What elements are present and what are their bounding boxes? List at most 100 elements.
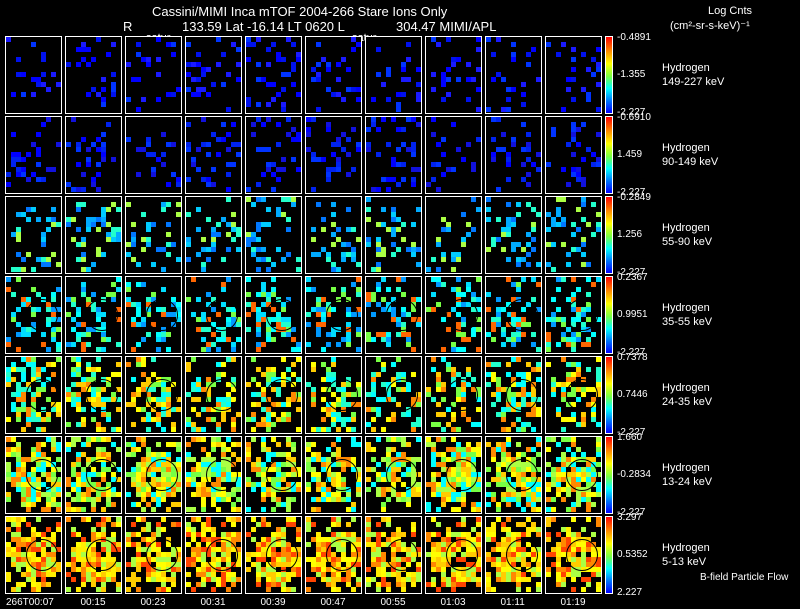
- pixel: [586, 67, 591, 72]
- pixel: [306, 312, 311, 317]
- pixel: [436, 142, 441, 147]
- pixel: [146, 137, 151, 142]
- pixel: [411, 182, 416, 187]
- pixel: [66, 387, 71, 392]
- pixel: [11, 522, 16, 527]
- saturn-outline: [506, 459, 538, 491]
- pixel: [571, 152, 576, 157]
- pixel: [71, 532, 76, 537]
- pixel: [296, 552, 301, 557]
- pixel: [231, 422, 236, 427]
- pixel: [326, 412, 331, 417]
- pixel: [491, 392, 496, 397]
- pixel: [151, 572, 156, 577]
- pixel: [186, 257, 191, 262]
- pixel: [31, 362, 36, 367]
- pixel: [56, 562, 61, 567]
- pixel: [296, 557, 301, 562]
- pixel: [446, 327, 451, 332]
- pixel: [546, 447, 551, 452]
- pixel: [431, 577, 436, 582]
- pixel: [266, 537, 271, 542]
- pixel: [346, 532, 351, 537]
- pixel: [431, 557, 436, 562]
- pixel: [561, 397, 566, 402]
- pixel: [466, 452, 471, 457]
- pixel: [561, 357, 566, 362]
- pixel: [501, 412, 506, 417]
- pixel: [476, 387, 481, 392]
- pixel: [231, 582, 236, 587]
- pixel: [536, 347, 541, 352]
- pixel: [411, 522, 416, 527]
- image-panel: [545, 356, 602, 434]
- pixel: [531, 507, 536, 512]
- pixel: [11, 547, 16, 552]
- pixel: [206, 217, 211, 222]
- pixel: [596, 357, 601, 362]
- pixel: [36, 162, 41, 167]
- pixel: [506, 232, 511, 237]
- pixel: [591, 407, 596, 412]
- pixel: [291, 127, 296, 132]
- pixel: [366, 582, 371, 587]
- pixel: [311, 77, 316, 82]
- pixel: [291, 337, 296, 342]
- pixel: [341, 97, 346, 102]
- pixel: [401, 222, 406, 227]
- pixel: [71, 487, 76, 492]
- pixel: [11, 477, 16, 482]
- pixel: [436, 377, 441, 382]
- pixel: [206, 407, 211, 412]
- image-panel: [305, 36, 362, 114]
- pixel: [226, 492, 231, 497]
- pixel: [101, 447, 106, 452]
- pixel: [381, 362, 386, 367]
- pixel: [36, 572, 41, 577]
- pixel: [496, 547, 501, 552]
- pixel: [331, 577, 336, 582]
- pixel: [356, 582, 361, 587]
- pixel: [136, 357, 141, 362]
- pixel: [496, 442, 501, 447]
- pixel: [536, 152, 541, 157]
- pixel: [141, 492, 146, 497]
- pixel: [506, 437, 511, 442]
- pixel: [16, 527, 21, 532]
- pixel: [156, 522, 161, 527]
- pixel: [246, 97, 251, 102]
- pixel: [266, 572, 271, 577]
- pixel: [331, 152, 336, 157]
- pixel: [391, 447, 396, 452]
- pixel: [396, 332, 401, 337]
- color-scale-bar: [605, 356, 613, 434]
- pixel: [251, 417, 256, 422]
- pixel: [456, 452, 461, 457]
- pixel: [166, 347, 171, 352]
- pixel: [576, 422, 581, 427]
- pixel: [511, 577, 516, 582]
- pixel: [456, 292, 461, 297]
- pixel: [441, 462, 446, 467]
- image-panel: [65, 356, 122, 434]
- pixel: [406, 337, 411, 342]
- pixel: [71, 442, 76, 447]
- pixel: [291, 137, 296, 142]
- pixel: [11, 152, 16, 157]
- pixel: [381, 582, 386, 587]
- pixel: [291, 522, 296, 527]
- pixel: [471, 527, 476, 532]
- pixel: [316, 457, 321, 462]
- pixel: [236, 227, 241, 232]
- pixel: [436, 372, 441, 377]
- pixel: [316, 302, 321, 307]
- pixel: [316, 332, 321, 337]
- pixel: [176, 477, 181, 482]
- pixel: [321, 307, 326, 312]
- pixel: [291, 497, 296, 502]
- pixel: [251, 307, 256, 312]
- pixel: [526, 422, 531, 427]
- pixel: [441, 547, 446, 552]
- pixel: [356, 542, 361, 547]
- pixel: [321, 322, 326, 327]
